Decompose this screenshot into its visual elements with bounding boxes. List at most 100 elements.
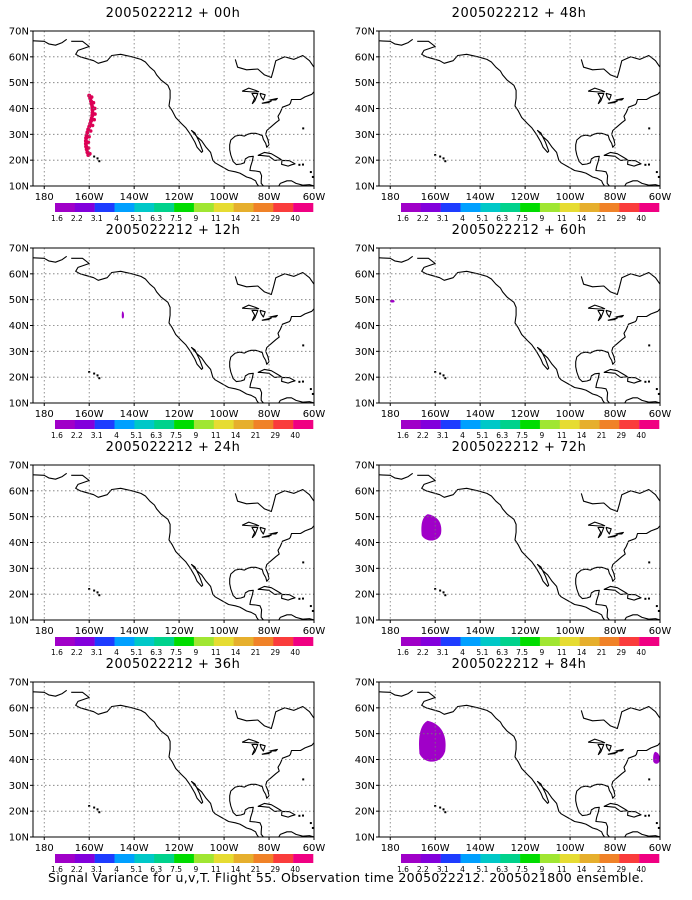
colorbar-swatch xyxy=(193,854,214,863)
coastline-hudson-bay xyxy=(234,271,314,296)
map-chart: 180 160W 140W 120W 100W 80W 60W 10N 20N 30N 40N 50N… xyxy=(9,27,326,224)
coastline-great-lake xyxy=(269,314,278,318)
colorbar-swatch xyxy=(500,854,521,863)
coastline-chukotka xyxy=(33,38,68,46)
island-marker xyxy=(647,814,650,817)
lon-tick-label: 160W xyxy=(75,626,104,637)
lon-tick-label: 140W xyxy=(466,843,495,854)
colorbar-swatch xyxy=(233,420,254,429)
coastline-east xyxy=(575,91,660,186)
coastline-east xyxy=(229,525,314,620)
coastline-great-lake xyxy=(261,317,272,321)
colorbar-swatch xyxy=(193,637,214,646)
lat-tick-label: 50N xyxy=(9,78,29,89)
coastline-west xyxy=(417,691,606,837)
colorbar-label: 14 xyxy=(231,431,241,440)
coastline-hispaniola xyxy=(281,593,296,601)
lon-tick-label: 120W xyxy=(165,626,194,637)
coastline-hudson-bay xyxy=(580,488,660,513)
lon-tick-label: 80W xyxy=(258,626,281,637)
colorbar-label: 9 xyxy=(194,214,199,223)
island-marker xyxy=(302,344,305,347)
colorbar-label: 29 xyxy=(271,865,281,874)
colorbar-swatch xyxy=(114,637,135,646)
coastline-great-lake xyxy=(259,92,266,101)
colorbar-label: 9 xyxy=(540,214,545,223)
colorbar-label: 14 xyxy=(231,214,241,223)
coastline-great-lake xyxy=(259,309,266,318)
island-marker xyxy=(655,605,658,608)
coastline-great-lake xyxy=(259,526,266,535)
island-marker xyxy=(647,597,650,600)
colorbar-label: 5.1 xyxy=(476,431,488,440)
colorbar-label: 40 xyxy=(636,865,646,874)
lat-tick-label: 10N xyxy=(9,616,29,627)
lat-tick-label: 60N xyxy=(355,269,375,280)
coastline-great-lake xyxy=(615,97,624,101)
colorbar-swatch xyxy=(559,420,580,429)
coastline-great-lake xyxy=(597,526,605,539)
lon-tick-label: 140W xyxy=(466,409,495,420)
island-marker xyxy=(93,806,96,809)
island-marker xyxy=(311,392,314,395)
colorbar-label: 7.5 xyxy=(170,214,182,223)
lon-tick-label: 60W xyxy=(649,626,672,637)
lon-tick-label: 160W xyxy=(421,843,450,854)
island-marker xyxy=(302,127,305,130)
panel-title: 2005022212 + 48h xyxy=(451,6,587,21)
lat-tick-label: 70N xyxy=(9,461,29,472)
map-plot-area xyxy=(33,472,314,620)
colorbar-label: 1.6 xyxy=(51,431,63,440)
colorbar-label: 4 xyxy=(460,214,465,223)
island-marker xyxy=(444,811,447,814)
island-marker xyxy=(648,344,651,347)
island-marker xyxy=(301,814,304,817)
colorbar-label: 29 xyxy=(271,648,281,657)
coastline-hudson-bay xyxy=(580,705,660,730)
colorbar-label: 9 xyxy=(540,865,545,874)
lon-tick-label: 100W xyxy=(210,409,239,420)
colorbar-label: 14 xyxy=(577,865,587,874)
lon-tick-label: 120W xyxy=(165,409,194,420)
colorbar-label: 4 xyxy=(114,431,119,440)
colorbar-label: 11 xyxy=(211,865,221,874)
coastline-east xyxy=(229,742,314,837)
lon-tick-label: 160W xyxy=(421,192,450,203)
island-marker xyxy=(657,609,660,612)
colorbar-label: 40 xyxy=(290,865,300,874)
lat-tick-label: 20N xyxy=(9,807,29,818)
colorbar-swatch xyxy=(599,854,620,863)
island-marker xyxy=(98,594,101,597)
coastline-hudson-bay xyxy=(234,705,314,730)
lon-tick-label: 80W xyxy=(604,409,627,420)
colorbar-swatch xyxy=(539,854,560,863)
island-marker xyxy=(309,822,312,825)
map-panel-12h: 2005022212 + 12h 180 160W 140W 120W 100W 80W 6… xyxy=(0,217,346,440)
lon-tick-label: 160W xyxy=(75,409,104,420)
colorbar-swatch xyxy=(233,637,254,646)
colorbar-label: 9 xyxy=(540,648,545,657)
colorbar-swatch xyxy=(520,420,541,429)
lon-tick-label: 100W xyxy=(210,626,239,637)
island-marker xyxy=(302,561,305,564)
colorbar-swatch xyxy=(55,854,76,863)
coastline-great-lake xyxy=(587,304,606,310)
coastline-great-lake xyxy=(241,87,260,93)
colorbar-swatch xyxy=(619,420,640,429)
lon-tick-label: 180 xyxy=(381,843,400,854)
colorbar-swatch xyxy=(253,203,274,212)
lon-tick-label: 60W xyxy=(303,409,326,420)
lat-tick-label: 70N xyxy=(355,27,375,38)
lat-tick-label: 70N xyxy=(9,678,29,689)
coastline-great-lake xyxy=(607,317,618,321)
colorbar-swatch xyxy=(213,420,234,429)
colorbar-label: 14 xyxy=(577,648,587,657)
coastline-chukotka xyxy=(33,689,68,697)
colorbar-label: 3.1 xyxy=(91,431,103,440)
island-marker xyxy=(309,171,312,174)
colorbar-swatch xyxy=(293,637,314,646)
island-marker xyxy=(655,171,658,174)
colorbar-swatch xyxy=(154,854,175,863)
colorbar-swatch xyxy=(500,637,521,646)
coastline-great-lake xyxy=(269,97,278,101)
